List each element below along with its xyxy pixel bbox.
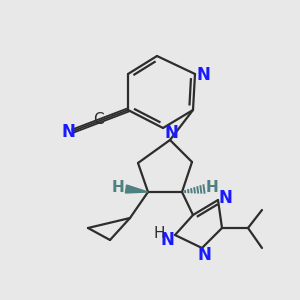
Text: H: H xyxy=(112,181,124,196)
Polygon shape xyxy=(125,185,148,193)
Text: N: N xyxy=(160,231,174,249)
Text: C: C xyxy=(93,112,103,127)
Text: N: N xyxy=(164,124,178,142)
Text: H: H xyxy=(206,181,218,196)
Text: H: H xyxy=(153,226,165,241)
Text: N: N xyxy=(61,123,75,141)
Text: N: N xyxy=(197,246,211,264)
Text: N: N xyxy=(196,66,210,84)
Text: N: N xyxy=(218,189,232,207)
